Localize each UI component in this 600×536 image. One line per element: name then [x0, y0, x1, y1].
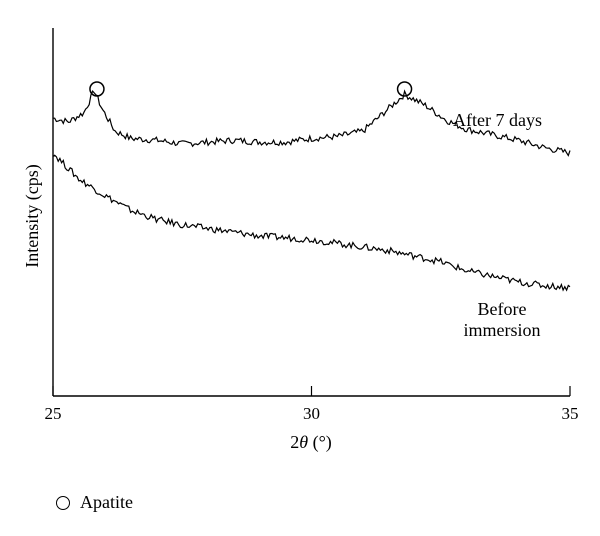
- legend: Apatite: [56, 492, 133, 513]
- x-tick-label-25: 25: [45, 404, 62, 423]
- apatite-markers: [89, 81, 413, 97]
- y-axis-label: Intensity (cps): [22, 164, 43, 267]
- apatite-marker-2: [396, 81, 413, 97]
- x-axis-label-prefix: 2: [290, 432, 299, 452]
- series-layer: [52, 89, 571, 292]
- series-line-after-7-days: [53, 89, 571, 157]
- open-circle-icon: [56, 495, 70, 510]
- after-series-label: After 7 days: [453, 110, 542, 130]
- apatite-marker-1: [89, 81, 105, 97]
- x-ticks: 25 30 35: [45, 386, 579, 423]
- x-axis-label: 2θ (°): [290, 432, 332, 453]
- before-series-label-line2: immersion: [464, 320, 541, 340]
- x-axis-label-symbol: θ: [299, 432, 308, 452]
- x-tick-label-35: 35: [562, 404, 579, 423]
- series-line-before-immersion: [52, 154, 571, 292]
- x-axis-label-unit: (°): [308, 432, 332, 453]
- x-tick-label-30: 30: [303, 404, 320, 423]
- before-series-label-line1: Before: [478, 299, 527, 319]
- legend-apatite-label: Apatite: [80, 492, 133, 512]
